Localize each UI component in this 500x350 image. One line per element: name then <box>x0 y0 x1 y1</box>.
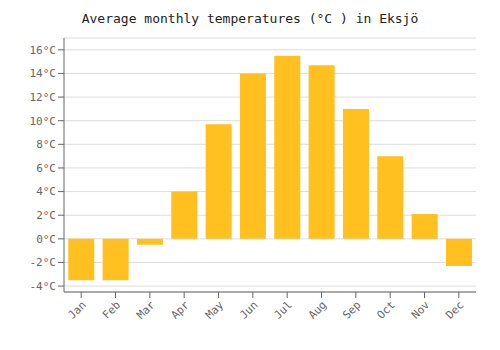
svg-text:14°C: 14°C <box>30 67 57 80</box>
svg-text:Apr: Apr <box>169 298 193 322</box>
svg-text:Dec: Dec <box>443 298 466 321</box>
svg-text:10°C: 10°C <box>30 115 57 128</box>
svg-text:-2°C: -2°C <box>30 256 57 269</box>
svg-text:16°C: 16°C <box>30 44 57 57</box>
svg-text:6°C: 6°C <box>36 162 56 175</box>
svg-text:Oct: Oct <box>375 298 398 321</box>
svg-text:Mar: Mar <box>134 298 158 322</box>
svg-text:12°C: 12°C <box>30 91 57 104</box>
svg-text:Nov: Nov <box>409 298 433 322</box>
svg-text:-4°C: -4°C <box>30 280 57 293</box>
svg-text:Jun: Jun <box>237 298 260 321</box>
svg-text:Jan: Jan <box>66 298 89 321</box>
svg-text:2°C: 2°C <box>36 209 56 222</box>
svg-text:Aug: Aug <box>306 298 329 321</box>
svg-text:Jul: Jul <box>272 298 295 321</box>
svg-text:May: May <box>203 298 227 322</box>
svg-text:Feb: Feb <box>100 298 123 321</box>
svg-text:4°C: 4°C <box>36 185 56 198</box>
svg-text:8°C: 8°C <box>36 138 56 151</box>
svg-text:Sep: Sep <box>340 298 363 321</box>
html-text:Average monthly temperatures (: Average monthly temperatures (°C ) in Ek… <box>81 11 419 26</box>
svg-text:0°C: 0°C <box>36 233 56 246</box>
